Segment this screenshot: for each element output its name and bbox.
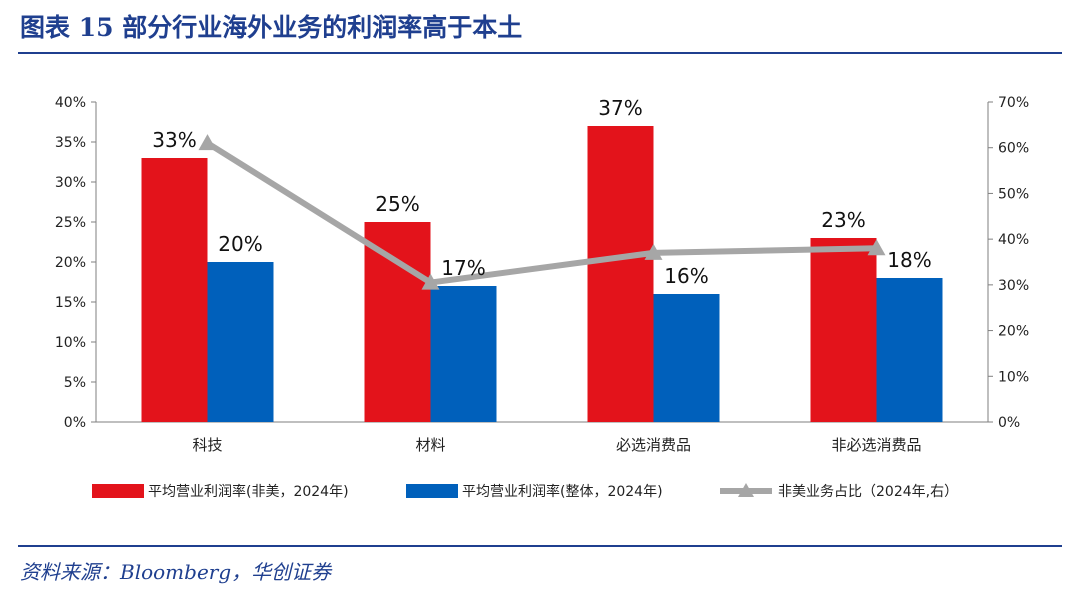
right-tick-label: 0% [998,415,1020,431]
left-tick-label: 20% [55,255,86,271]
line-series [198,134,886,290]
category-labels: 科技 材料 必选消费品 非必选消费品 [192,436,921,454]
right-tick-label: 30% [998,278,1029,294]
legend-blue-label: 平均营业利润率(整体，2024年) [462,483,663,500]
category-label: 材料 [415,436,445,454]
red-bar-label: 23% [821,208,865,232]
red-bar [141,158,208,422]
footer-divider [18,545,1062,547]
category-label: 必选消费品 [616,436,691,454]
left-tick-label: 5% [64,375,86,391]
page-title: 图表 15 部分行业海外业务的利润率高于本土 [20,13,523,42]
right-tick-label: 50% [998,186,1029,202]
category-label: 非必选消费品 [831,436,921,454]
red-bar [587,126,654,422]
legend: 平均营业利润率(非美，2024年) 平均营业利润率(整体，2024年) 非美业务占比… [92,483,958,500]
left-tick-label: 25% [55,215,86,231]
blue-bar [653,294,720,422]
right-axis: 0% 10% 20% 30% 40% 50% 60% 70% [987,95,1029,431]
red-bar [810,238,877,422]
red-bar-label: 33% [152,128,196,152]
red-bar [364,222,431,422]
bar-series [141,126,943,422]
right-tick-label: 10% [998,369,1029,385]
red-bar-label: 37% [598,96,642,120]
blue-bar [430,286,497,422]
bar-line-chart: 0% 5% 10% 15% 20% 25% 30% 35% 40% 0% 10% 20% 30% 40%… [55,95,1029,500]
source-note: 资料来源：Bloomberg，华创证券 [20,560,332,584]
legend-red-swatch [92,484,144,498]
blue-bar-label: 18% [887,248,931,272]
category-label: 科技 [192,436,222,454]
left-tick-label: 30% [55,175,86,191]
left-tick-label: 35% [55,135,86,151]
legend-line-label: 非美业务占比（2024年,右） [778,484,958,500]
blue-bar [876,278,943,422]
blue-bar-label: 17% [441,256,485,280]
right-tick-label: 40% [998,232,1029,248]
data-labels: 33% 20% 25% 17% 37% 16% 23% 18% [152,96,931,288]
red-bar-label: 25% [375,192,419,216]
left-tick-label: 10% [55,335,86,351]
right-tick-label: 20% [998,324,1029,340]
title-divider [18,52,1062,54]
blue-bar-label: 20% [218,232,262,256]
left-tick-label: 0% [64,415,86,431]
right-tick-label: 60% [998,141,1029,157]
left-axis: 0% 5% 10% 15% 20% 25% 30% 35% 40% [55,95,988,431]
blue-bar [207,262,274,422]
share-line [205,140,877,286]
left-tick-label: 15% [55,295,86,311]
triangle-marker [867,239,886,256]
legend-red-label: 平均营业利润率(非美，2024年) [148,483,349,500]
triangle-marker [421,273,440,290]
triangle-marker [644,243,663,260]
triangle-marker [198,134,217,151]
right-tick-label: 70% [998,95,1029,111]
legend-triangle-icon [738,483,754,497]
left-tick-label: 40% [55,95,86,111]
legend-blue-swatch [406,484,458,498]
blue-bar-label: 16% [664,264,708,288]
